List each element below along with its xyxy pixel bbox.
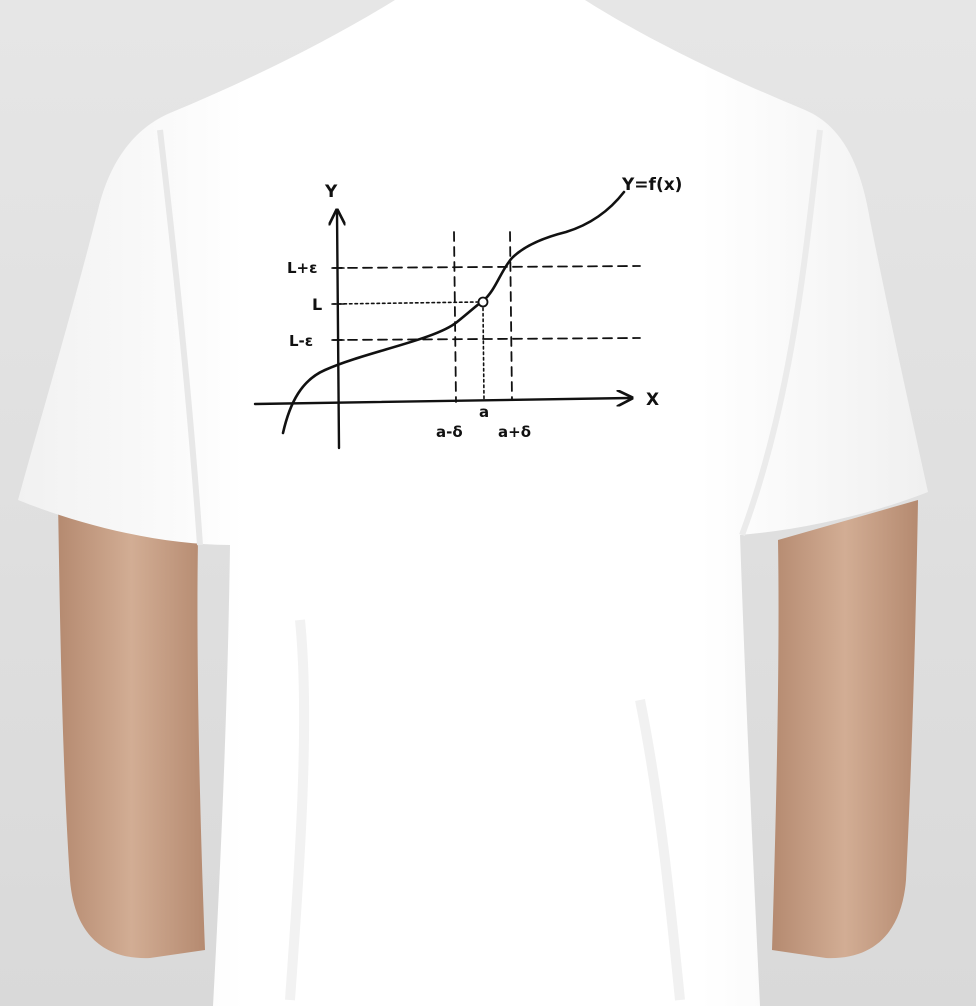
limit-line [332, 301, 479, 305]
y-axis [337, 212, 339, 450]
y-axis-label: Y [324, 182, 338, 202]
open-point [477, 296, 489, 308]
right-delta-line [509, 231, 513, 401]
curve-label: Y=f(x) [621, 175, 682, 195]
x-axis-label: X [646, 390, 659, 410]
left-arm [58, 500, 205, 959]
shirt-body [18, 0, 928, 1006]
upper-bound-label: L+ε [287, 259, 317, 277]
printed-graph [253, 190, 641, 450]
left-sleeve-seam [157, 129, 203, 546]
lower-bound-label: L-ε [289, 332, 313, 350]
upper-bound-line [332, 265, 641, 269]
lower-bound-line [332, 337, 641, 341]
point-a-line [482, 307, 485, 401]
point-a-label: a [479, 403, 489, 421]
right-arm [772, 500, 918, 959]
shirt-fold [635, 699, 685, 1001]
left-delta-label: a-δ [436, 423, 463, 441]
right-sleeve-seam [739, 129, 823, 537]
limit-label: L [312, 295, 322, 314]
x-axis [253, 398, 630, 404]
left-delta-line [453, 231, 457, 403]
right-delta-label: a+δ [498, 423, 531, 441]
shirt-fold [285, 619, 310, 1001]
